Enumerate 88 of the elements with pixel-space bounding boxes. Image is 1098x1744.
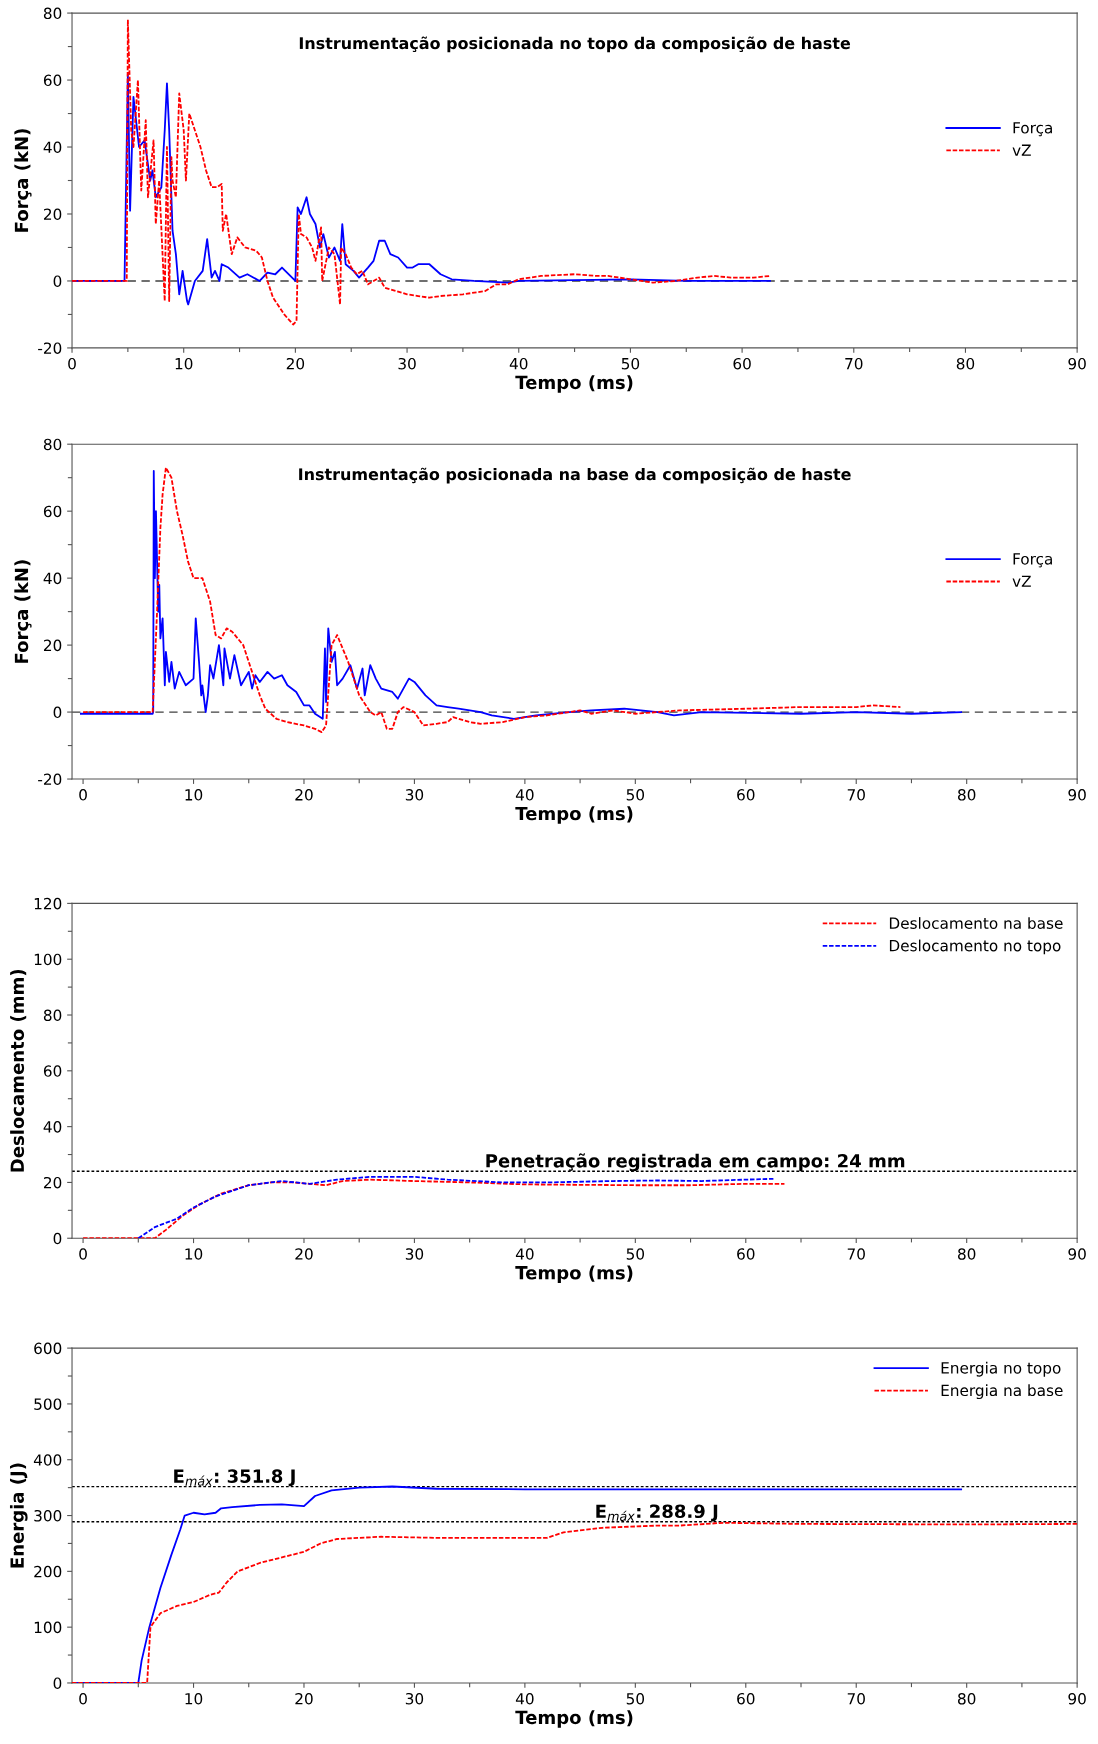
y-axis-title: Energia (J) [9, 1463, 28, 1568]
x-tick-label: 40 [515, 789, 534, 801]
x-tick-label: 70 [847, 1692, 865, 1705]
legend-label: Energia no topo [941, 1361, 1061, 1377]
y-tick-label: 40 [43, 1121, 62, 1133]
x-tick-label: 0 [79, 1692, 87, 1705]
legend-label: Deslocamento no topo [889, 939, 1061, 955]
legend-label: vZ [1012, 575, 1031, 587]
legend-label: Força [1013, 122, 1052, 137]
y-tick-label: 100 [34, 953, 62, 966]
x-tick-label: 10 [175, 357, 193, 370]
legend-label: Deslocamento na base [889, 917, 1063, 929]
x-tick-label: 60 [733, 357, 751, 370]
text: Instrumentação posicionada na base da composição de haste [299, 467, 851, 484]
y-axis-title: Força (kN) [14, 560, 32, 663]
y-tick-label: 100 [34, 1621, 62, 1634]
ref-line-label: Penetração registrada em campo: 24 mm [486, 1153, 905, 1172]
x-tick-label: 80 [958, 1248, 976, 1260]
x-tick-label: 40 [509, 357, 528, 370]
legend-label: Energia na base [941, 1384, 1063, 1400]
x-tick-label: 60 [737, 1248, 755, 1260]
y-tick-label: -20 [38, 342, 62, 354]
y-tick-label: 600 [34, 1342, 62, 1355]
x-tick-label: 80 [958, 1692, 976, 1705]
y-tick-label: -20 [38, 773, 62, 786]
x-tick-label: 90 [1068, 1248, 1086, 1260]
x-tick-label: 50 [626, 1248, 645, 1260]
y-axis-title: Deslocamento (mm) [10, 969, 27, 1172]
legend-label: Força [1013, 553, 1052, 568]
x-tick-label: 50 [626, 789, 645, 801]
y-tick-label: 300 [34, 1510, 62, 1522]
y-axis-title: Força (kN) [14, 129, 32, 232]
text: Instrumentação posicionada no topo da composição de haste [299, 36, 851, 53]
y-tick-label: 0 [53, 1232, 62, 1245]
x-axis-title: Tempo (ms) [515, 1265, 633, 1283]
x-tick-label: 30 [405, 789, 424, 801]
x-tick-label: 40 [515, 1248, 534, 1260]
y-tick-label: 60 [43, 1065, 62, 1077]
y-tick-label: 0 [53, 1677, 62, 1689]
x-tick-label: 0 [79, 1248, 87, 1260]
y-tick-label: 80 [43, 438, 62, 451]
x-tick-label: 70 [847, 789, 865, 801]
x-tick-label: 80 [956, 357, 975, 370]
x-tick-label: 0 [68, 357, 76, 370]
x-tick-label: 10 [185, 1692, 203, 1705]
x-axis-title: Tempo (ms) [515, 1710, 633, 1728]
y-tick-label: 500 [34, 1398, 62, 1410]
x-tick-label: 30 [405, 1692, 424, 1705]
x-tick-label: 20 [295, 1692, 313, 1705]
y-tick-label: 40 [43, 572, 62, 585]
x-tick-label: 10 [185, 1248, 203, 1260]
y-tick-label: 40 [43, 141, 62, 154]
y-tick-label: 400 [33, 1454, 62, 1466]
x-tick-label: 90 [1068, 789, 1086, 801]
x-tick-label: 10 [185, 789, 203, 801]
y-tick-label: 60 [43, 505, 62, 518]
x-axis-title: Tempo (ms) [515, 806, 633, 824]
x-tick-label: 80 [958, 789, 976, 801]
x-tick-label: 20 [286, 357, 305, 370]
y-tick-label: 80 [43, 1009, 62, 1022]
x-tick-label: 70 [847, 1248, 865, 1260]
y-tick-label: 200 [34, 1565, 62, 1578]
x-tick-label: 20 [295, 789, 313, 801]
legend-label: vZ [1012, 144, 1031, 156]
x-tick-label: 90 [1068, 357, 1086, 370]
x-tick-label: 50 [621, 357, 640, 370]
y-tick-label: 60 [43, 74, 62, 87]
ref-line-label: E$_{máx}$: 351.8 J [174, 1469, 295, 1487]
x-axis-title: Tempo (ms) [515, 375, 633, 393]
x-tick-label: 30 [398, 357, 416, 370]
ref-line-label: E$_{máx}$: 288.9 J [596, 1504, 718, 1522]
y-tick-label: 0 [53, 706, 62, 719]
x-tick-label: 50 [626, 1692, 645, 1705]
x-tick-label: 30 [405, 1248, 424, 1260]
x-tick-label: 60 [737, 789, 755, 801]
x-tick-label: 90 [1068, 1692, 1086, 1705]
y-tick-label: 20 [43, 1176, 62, 1189]
y-tick-label: 0 [53, 275, 62, 287]
x-tick-label: 0 [79, 789, 87, 801]
y-tick-label: 80 [43, 7, 62, 20]
x-tick-label: 70 [845, 357, 863, 370]
y-tick-label: 20 [43, 208, 62, 221]
x-tick-label: 40 [515, 1692, 534, 1705]
line-series [72, 18, 771, 326]
y-tick-label: 20 [43, 639, 62, 652]
x-tick-label: 20 [295, 1248, 313, 1260]
y-tick-label: 120 [34, 897, 62, 910]
x-tick-label: 60 [737, 1692, 755, 1705]
